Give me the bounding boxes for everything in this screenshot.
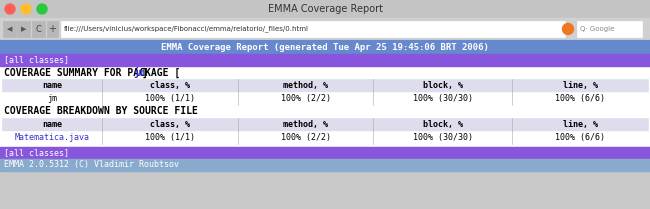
Circle shape [5,4,15,14]
Text: COVERAGE SUMMARY FOR PACKAGE [: COVERAGE SUMMARY FOR PACKAGE [ [4,67,180,78]
Text: +: + [49,24,57,34]
Bar [0,171,650,209]
Text: jm: jm [133,67,145,78]
Text: line, %: line, % [563,81,597,90]
Text: C: C [36,24,42,33]
Text: 100% (6/6): 100% (6/6) [555,94,605,103]
Text: 100% (30/30): 100% (30/30) [413,94,473,103]
Bar [2,79,648,92]
Text: ]: ] [142,67,148,78]
Text: COVERAGE BREAKDOWN BY SOURCE FILE: COVERAGE BREAKDOWN BY SOURCE FILE [4,107,198,116]
Text: 100% (1/1): 100% (1/1) [145,94,195,103]
Text: class, %: class, % [150,120,190,129]
Text: [all classes]: [all classes] [4,149,69,158]
Bar [0,40,650,209]
Text: block, %: block, % [423,81,463,90]
Circle shape [562,23,573,34]
Bar [32,21,45,37]
Text: jm: jm [47,94,57,103]
Circle shape [21,4,31,14]
Text: method, %: method, % [283,120,328,129]
Text: Matematica.java: Matematica.java [14,133,90,142]
Bar [2,131,648,144]
Bar [3,21,16,37]
Bar [61,21,565,37]
Text: 100% (30/30): 100% (30/30) [413,133,473,142]
Text: block, %: block, % [423,120,463,129]
Bar [0,18,650,40]
Text: Q· Google: Q· Google [580,26,614,32]
Bar [17,21,30,37]
Bar [577,21,642,37]
Bar [0,40,650,54]
Text: method, %: method, % [283,81,328,90]
Text: 100% (1/1): 100% (1/1) [145,133,195,142]
Text: name: name [42,81,62,90]
Text: EMMA Coverage Report: EMMA Coverage Report [268,4,382,14]
Bar [0,0,650,18]
Text: 100% (2/2): 100% (2/2) [281,133,331,142]
Bar [0,54,650,66]
Text: 100% (6/6): 100% (6/6) [555,133,605,142]
Text: line, %: line, % [563,120,597,129]
Text: EMMA 2.0.5312 (C) Vladimir Roubtsov: EMMA 2.0.5312 (C) Vladimir Roubtsov [4,161,179,169]
Text: file:///Users/vinicius/workspace/Fibonacci/emma/relatorio/_files/0.html: file:///Users/vinicius/workspace/Fibonac… [64,26,309,32]
Bar [2,92,648,105]
Text: 100% (2/2): 100% (2/2) [281,94,331,103]
Text: class, %: class, % [150,81,190,90]
Circle shape [37,4,47,14]
Text: ◀: ◀ [6,26,12,32]
Text: ▶: ▶ [21,26,26,32]
Bar [47,21,58,37]
Bar [0,147,650,159]
Text: [all classes]: [all classes] [4,56,69,65]
Bar [0,159,650,171]
Text: EMMA Coverage Report (generated Tue Apr 25 19:45:06 BRT 2006): EMMA Coverage Report (generated Tue Apr … [161,42,489,51]
Bar [2,118,648,131]
Text: name: name [42,120,62,129]
